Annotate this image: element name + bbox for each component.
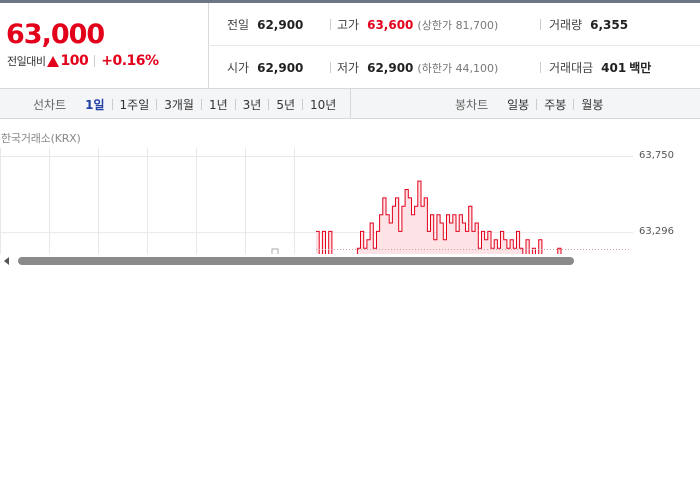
stats-row-2: 시가 62,900 저가 62,900 (하한가 44,100) 거래대금 40… — [210, 46, 700, 89]
price-area-fill — [316, 181, 631, 258]
stat-label: 고가 — [337, 18, 360, 32]
tab-divider — [200, 98, 202, 110]
stats-row-1: 전일 62,900 고가 63,600 (상한가 81,700) 거래량 6,3… — [210, 3, 700, 46]
stat-value: 401 — [601, 60, 627, 75]
current-price-box: 63,000 전일대비 100 +0.16% — [0, 3, 209, 89]
stat-divider — [540, 62, 541, 73]
current-price: 63,000 — [6, 19, 105, 50]
stat-label: 시가 — [227, 61, 250, 75]
tab-divider — [234, 98, 236, 110]
stat-value: 62,900 — [257, 60, 304, 75]
stat-label: 저가 — [337, 61, 360, 75]
tab-candle-1[interactable]: 주봉 — [544, 97, 567, 112]
stat-prev-close: 전일 62,900 — [227, 3, 303, 46]
tab-line-1[interactable]: 1주일 — [119, 97, 150, 112]
top-accent-line — [0, 0, 700, 3]
price-line — [316, 180, 568, 258]
stat-value: 62,900 — [367, 60, 414, 75]
change-amount: 100 — [60, 53, 89, 69]
up-arrow-icon — [47, 55, 60, 67]
tab-line-4[interactable]: 3년 — [242, 97, 262, 112]
stat-unit: 백만 — [629, 61, 652, 75]
upper-limit: (상한가 81,700) — [417, 18, 499, 32]
chevron-left-icon[interactable] — [4, 257, 9, 265]
y-tick-label: 63,296 — [639, 226, 674, 238]
change-row: 전일대비 100 +0.16% — [7, 53, 159, 69]
stat-label: 전일 — [227, 18, 250, 32]
stat-trade-value: 거래대금 401 백만 — [549, 46, 651, 89]
tab-line-5[interactable]: 5년 — [276, 97, 296, 112]
stat-low: 저가 62,900 (하한가 44,100) — [337, 46, 498, 89]
stat-high: 고가 63,600 (상한가 81,700) — [337, 3, 498, 46]
tab-divider — [536, 98, 538, 110]
tab-divider — [302, 98, 304, 110]
scrollbar-thumb[interactable] — [18, 257, 574, 265]
price-summary: 63,000 전일대비 100 +0.16% 전일 62,900 고가 63,6… — [0, 3, 700, 89]
lower-limit: (하한가 44,100) — [417, 61, 499, 75]
chart-source-label: 한국거래소(KRX) — [1, 132, 81, 145]
tab-divider — [573, 98, 575, 110]
stat-value: 6,355 — [590, 17, 629, 32]
stat-value: 63,600 — [367, 17, 414, 32]
tab-candle-2[interactable]: 월봉 — [581, 97, 604, 112]
tab-line-3[interactable]: 1년 — [208, 97, 228, 112]
stat-open: 시가 62,900 — [227, 46, 303, 89]
stats-table: 전일 62,900 고가 63,600 (상한가 81,700) 거래량 6,3… — [210, 3, 700, 89]
line-chart-label: 선차트 — [33, 97, 67, 112]
tab-line-6[interactable]: 10년 — [310, 97, 337, 112]
stat-volume: 거래량 6,355 — [549, 3, 628, 46]
tab-line-2[interactable]: 3개월 — [164, 97, 194, 112]
tab-group-divider — [350, 89, 351, 119]
change-label: 전일대비 — [7, 55, 46, 68]
stat-label: 거래량 — [549, 18, 583, 32]
chart-period-tabs: 선차트 1일 1주일 3개월 1년 3년 5년 10년 봉차트 일봉 주봉 월봉 — [0, 89, 700, 119]
tab-divider — [268, 98, 270, 110]
stat-label: 거래대금 — [549, 61, 594, 75]
line-chart-tabs: 선차트 1일 1주일 3개월 1년 3년 5년 10년 — [33, 89, 343, 119]
chart-scrollbar[interactable] — [0, 254, 700, 268]
change-percent: +0.16% — [101, 53, 159, 69]
candle-chart-tabs: 봉차트 일봉 주봉 월봉 — [455, 89, 610, 119]
tab-candle-0[interactable]: 일봉 — [507, 97, 530, 112]
stat-value: 62,900 — [257, 17, 304, 32]
tab-divider — [111, 98, 113, 110]
chart-canvas — [0, 148, 633, 258]
change-divider — [94, 55, 96, 67]
stat-divider — [330, 19, 331, 30]
tab-line-0[interactable]: 1일 — [85, 97, 105, 112]
tab-divider — [156, 98, 158, 110]
stat-divider — [540, 19, 541, 30]
y-tick-label: 63,750 — [639, 150, 674, 161]
candle-chart-label: 봉차트 — [455, 97, 489, 112]
stat-divider — [330, 62, 331, 73]
